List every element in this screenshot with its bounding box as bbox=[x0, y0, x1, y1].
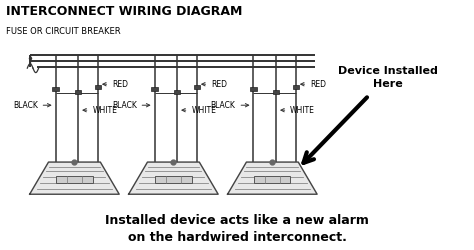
Text: Here: Here bbox=[373, 79, 403, 89]
Bar bbox=[174, 90, 181, 94]
Bar bbox=[56, 176, 92, 183]
Text: RED: RED bbox=[103, 80, 128, 89]
Text: WHITE: WHITE bbox=[281, 106, 315, 115]
Bar bbox=[250, 87, 257, 91]
Text: Installed device acts like a new alarm: Installed device acts like a new alarm bbox=[105, 214, 369, 227]
Bar bbox=[95, 85, 101, 89]
Polygon shape bbox=[30, 162, 119, 194]
Text: BLACK: BLACK bbox=[13, 101, 51, 110]
Bar bbox=[52, 87, 59, 91]
Text: BLACK: BLACK bbox=[112, 101, 150, 110]
Bar bbox=[273, 90, 279, 94]
Bar bbox=[75, 90, 82, 94]
Bar bbox=[151, 87, 158, 91]
Text: WHITE: WHITE bbox=[83, 106, 117, 115]
Text: Device Installed: Device Installed bbox=[338, 66, 438, 76]
Bar bbox=[194, 85, 200, 89]
Polygon shape bbox=[228, 162, 317, 194]
Text: INTERCONNECT WIRING DIAGRAM: INTERCONNECT WIRING DIAGRAM bbox=[6, 5, 243, 18]
Bar bbox=[155, 176, 191, 183]
Polygon shape bbox=[128, 162, 218, 194]
Text: WHITE: WHITE bbox=[182, 106, 216, 115]
Text: RED: RED bbox=[301, 80, 326, 89]
Text: BLACK: BLACK bbox=[211, 101, 249, 110]
Text: FUSE OR CIRCUIT BREAKER: FUSE OR CIRCUIT BREAKER bbox=[6, 27, 121, 36]
Bar bbox=[292, 85, 299, 89]
Bar bbox=[254, 176, 291, 183]
Text: RED: RED bbox=[202, 80, 227, 89]
Text: on the hardwired interconnect.: on the hardwired interconnect. bbox=[128, 231, 346, 244]
